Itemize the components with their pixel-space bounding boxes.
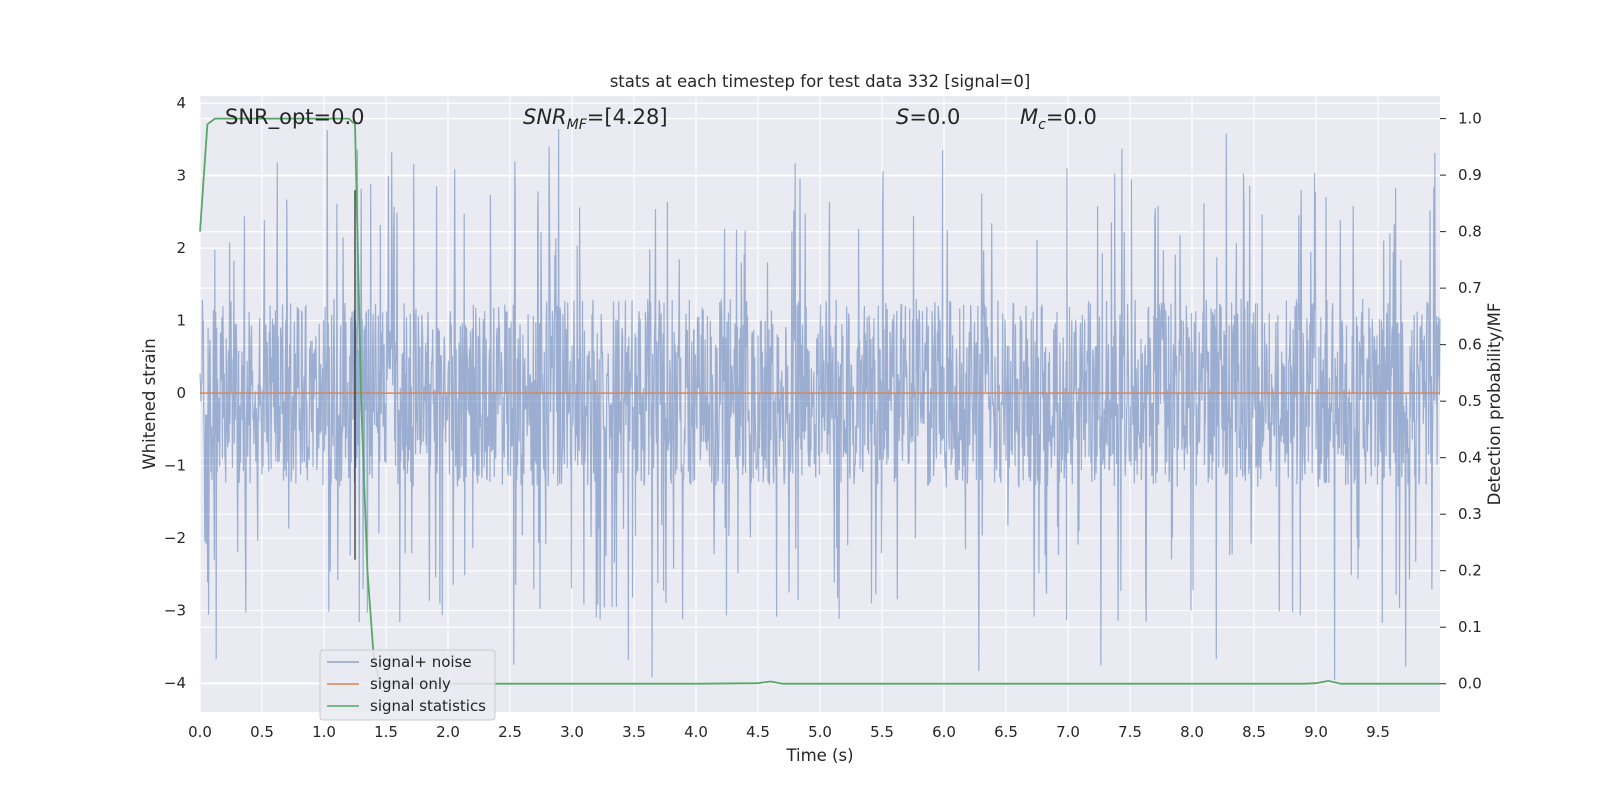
x-tick-label: 3.0 [560,723,584,741]
x-tick-label: 0.0 [188,723,212,741]
signal-noise-path [199,128,1441,680]
annotation-mc: Mc=0.0 [1020,105,1097,133]
x-tick-label: 5.0 [808,723,832,741]
y-axis-right-label: Detection probability/MF [1485,303,1504,506]
x-tick-label: 2.5 [498,723,522,741]
legend-label-signal-only: signal only [370,675,451,693]
y-right-tick-label: 1.0 [1458,110,1482,128]
y-left-tick-label: −2 [164,529,186,547]
annotation-s: S=0.0 [896,105,960,129]
y-right-tick-label: 0.1 [1458,618,1482,636]
y-left-tick-label: −4 [164,674,186,692]
y-right-tick-label: 0.9 [1458,166,1482,184]
x-tick-label: 3.5 [622,723,646,741]
legend-box [319,649,496,721]
x-tick-label: 4.5 [746,723,770,741]
y-left-tick-label: −3 [164,602,186,620]
y-right-tick-label: 0.8 [1458,223,1482,241]
y-axis-right-ticks: 1.0 0.9 0.8 0.7 0.6 0.5 0.4 0.3 0.2 0.1 0.0 [1440,110,1482,693]
y-right-tick-label: 0.4 [1458,449,1482,467]
x-tick-label: 7.0 [1056,723,1080,741]
y-left-tick-label: 0 [176,384,186,402]
x-axis-label: Time (s) [785,746,853,765]
x-tick-label: 4.0 [684,723,708,741]
legend-label-signal-statistics: signal statistics [370,697,486,715]
y-left-tick-label: 2 [176,239,186,257]
x-tick-label: 2.0 [436,723,460,741]
annotation-snr-mf: SNRMF=[4.28] [523,105,668,133]
y-right-tick-label: 0.0 [1458,675,1482,693]
legend-label-signal-noise: signal+ noise [370,653,472,671]
y-left-tick-label: 4 [176,94,186,112]
y-right-tick-label: 0.6 [1458,336,1482,354]
y-right-tick-label: 0.3 [1458,505,1482,523]
y-right-tick-label: 0.7 [1458,279,1482,297]
x-tick-label: 8.5 [1242,723,1266,741]
y-left-tick-label: 3 [176,167,186,185]
chart-title: stats at each timestep for test data 332… [610,72,1031,91]
x-tick-label: 1.0 [312,723,336,741]
x-axis-ticks: 0.0 0.5 1.0 1.5 2.0 2.5 3.0 3.5 4.0 4.5 5.0 5.5 6.0 6… [188,723,1390,741]
x-tick-label: 0.5 [250,723,274,741]
x-tick-label: 9.0 [1304,723,1328,741]
x-tick-label: 8.0 [1180,723,1204,741]
x-tick-label: 6.0 [932,723,956,741]
annotation-snr-opt: SNR_opt=0.0 [225,105,365,130]
y-axis-left-ticks: 4 3 2 1 0 −1 −2 −3 −4 [164,94,186,692]
x-tick-label: 5.5 [870,723,894,741]
x-tick-label: 6.5 [994,723,1018,741]
x-tick-label: 9.5 [1366,723,1390,741]
y-left-tick-label: 1 [176,312,186,330]
y-right-tick-label: 0.5 [1458,392,1482,410]
y-axis-left-label: Whitened strain [140,338,159,469]
x-tick-label: 7.5 [1118,723,1142,741]
signal-statistics-line [199,117,1440,685]
y-left-tick-label: −1 [164,457,186,475]
signal-noise-series [199,128,1441,680]
legend: signal+ noise signal only signal statist… [319,649,496,721]
y-right-tick-label: 0.2 [1458,562,1482,580]
x-tick-label: 1.5 [374,723,398,741]
